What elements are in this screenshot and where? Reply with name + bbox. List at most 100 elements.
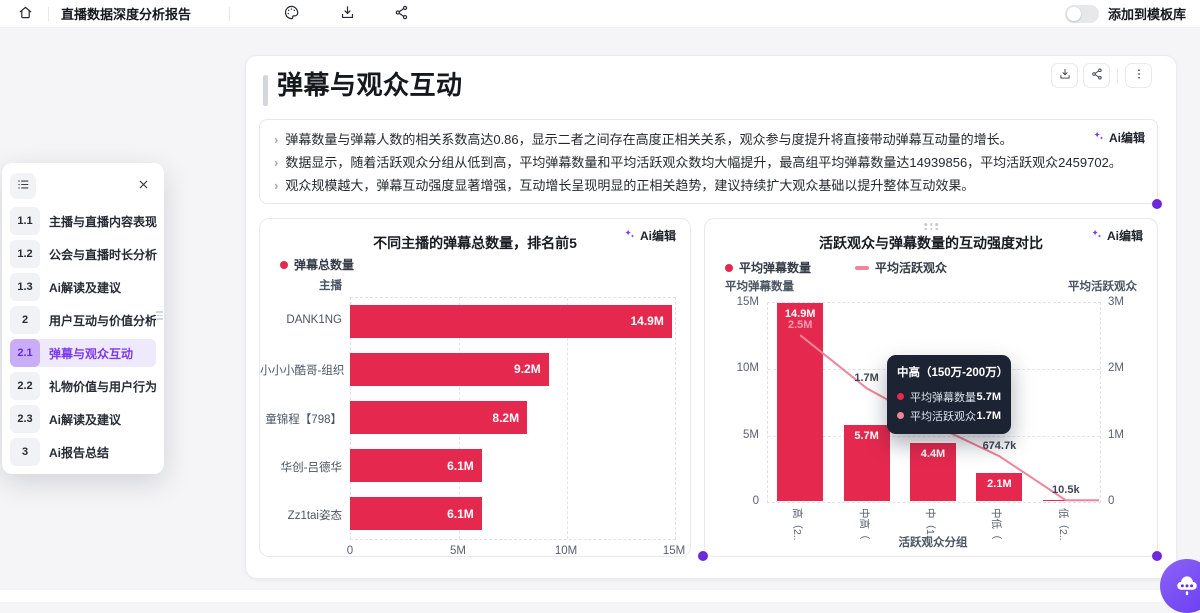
toggle-label: 添加到模板库	[1107, 7, 1186, 22]
close-icon	[137, 178, 150, 194]
topbar: 直播数据深度分析报告 添加到模板库	[0, 0, 1200, 28]
bar-value-label: 14.9M	[630, 314, 664, 329]
more-options-button[interactable]	[1125, 63, 1152, 88]
toc-item-2.3[interactable]: 2.3 Ai解读及建议	[10, 405, 156, 433]
tooltip-title: 中高（150万-200万）	[897, 367, 1009, 379]
summary-point-row: 观众规模越大，弹幕互动强度显著增强，互动增长呈现明显的正相关趋势，建议持续扩大观…	[274, 174, 1143, 197]
x-tick-label: 10M	[554, 545, 578, 557]
list-icon	[16, 177, 31, 195]
category-label: 童锦程【798】	[265, 413, 342, 426]
chart-card-interaction-intensity: Ai编辑 活跃观众与弹幕数量的互动强度对比 平均弹幕数量 平均活跃观众 平均弹幕…	[704, 218, 1158, 557]
bar-value-label: 14.9M	[784, 308, 816, 321]
download-icon	[339, 4, 356, 24]
card-download-button[interactable]	[1051, 63, 1078, 88]
selection-handle[interactable]	[1152, 199, 1162, 209]
line-point-label: 674.7k	[982, 440, 1017, 453]
toc-item-number: 1.3	[10, 273, 40, 301]
toc-item-2.2[interactable]: 2.2 礼物价值与用户行为	[10, 372, 157, 400]
chevron-icon	[274, 151, 278, 174]
bar[interactable]	[843, 425, 890, 501]
bar[interactable]	[976, 473, 1023, 501]
bar-value-label: 9.2M	[514, 362, 541, 377]
summary-point: 弹幕数量与弹幕人数的相关系数高达0.86，显示二者之间存在高度正相关关系，观众参…	[285, 132, 1013, 147]
selection-handle[interactable]	[698, 551, 708, 561]
bar-value-label: 8.2M	[492, 410, 520, 425]
x-category-label: 低（2...	[1056, 508, 1069, 540]
toc-close-button[interactable]	[134, 177, 152, 195]
tooltip-label: 平均弹幕数量	[910, 391, 976, 404]
legend-label: 平均活跃观众	[875, 261, 948, 275]
palette-icon	[283, 4, 300, 24]
ai-edit-label: Ai编辑	[1108, 131, 1145, 145]
toc-item-1.2[interactable]: 1.2 公会与直播时长分析	[10, 240, 157, 268]
bar[interactable]	[350, 497, 482, 531]
summary-point: 数据显示，随着活跃观众分组从低到高，平均弹幕数量和平均活跃观众数均大幅提升，最高…	[285, 155, 1122, 170]
bottom-bar	[0, 590, 1200, 602]
toc-items: 1.1 主播与直播内容表现 1.2 公会与直播时长分析 1.3 Ai解读及建议 2 用户互动与…	[10, 207, 158, 466]
bar[interactable]	[350, 352, 549, 386]
tooltip-value: 1.7M	[976, 409, 1001, 422]
toc-header	[10, 173, 156, 199]
ai-assistant-button[interactable]	[1160, 559, 1200, 613]
section-title: 弹幕与观众互动	[277, 70, 463, 100]
download-button[interactable]	[336, 3, 358, 25]
legend-label: 弹幕总数量	[294, 258, 355, 272]
bar[interactable]	[910, 442, 956, 501]
editor-canvas: 弹幕与观众互动 弹幕数量与弹幕人数的相关系数高达0.86，显示二者之间存在高度正…	[0, 28, 1200, 590]
x-tick-label: 5M	[450, 545, 466, 557]
report-card: 弹幕与观众互动 弹幕数量与弹幕人数的相关系数高达0.86，显示二者之间存在高度正…	[245, 55, 1177, 579]
legend-item[interactable]: 平均活跃观众	[855, 259, 947, 276]
toc-list-button[interactable]	[10, 173, 36, 199]
toc-item-label: Ai解读及建议	[49, 412, 122, 427]
bar-value-label: 4.4M	[920, 447, 946, 460]
right-y-tick-label: 3M	[1108, 296, 1124, 308]
chart-title: 活跃观众与弹幕数量的互动强度对比	[819, 235, 1043, 251]
share-button[interactable]	[390, 3, 412, 25]
sparkle-icon	[1089, 227, 1103, 244]
series-marker	[897, 412, 904, 419]
summary-point-row: 弹幕数量与弹幕人数的相关系数高达0.86，显示二者之间存在高度正相关关系，观众参…	[274, 128, 1143, 151]
ai-edit-button[interactable]: Ai编辑	[1089, 227, 1143, 244]
toc-item-2[interactable]: 2 用户互动与价值分析	[10, 306, 157, 334]
chart-tooltip: 中高（150万-200万） 平均弹幕数量 5.7M 平均活跃观众 1.7M	[887, 355, 1011, 434]
bar-value-label: 5.7M	[854, 430, 879, 443]
x-category-label: 高（2...	[791, 508, 804, 540]
line-point-label: 2.5M	[787, 319, 813, 332]
legend-item[interactable]: 平均弹幕数量	[725, 259, 811, 276]
toc-item-label: 主播与直播内容表现	[49, 214, 158, 229]
bar[interactable]	[350, 304, 672, 338]
right-y-tick-label: 1M	[1108, 428, 1124, 441]
share-icon	[1090, 67, 1104, 84]
drag-handle[interactable]	[924, 223, 938, 230]
tooltip-label: 平均活跃观众	[910, 410, 976, 423]
toc-item-number: 1.2	[10, 240, 40, 268]
home-button[interactable]	[14, 3, 36, 25]
toggle-knob	[1066, 6, 1081, 21]
legend-item[interactable]: 弹幕总数量	[280, 256, 354, 273]
line-series[interactable]	[767, 302, 1099, 502]
toc-drag-indicator[interactable]	[156, 311, 163, 320]
add-to-template-toggle[interactable]	[1064, 4, 1099, 23]
x-tick-label: 0	[346, 545, 354, 557]
toc-item-number: 2.2	[10, 372, 40, 400]
toc-item-1.3[interactable]: 1.3 Ai解读及建议	[10, 273, 156, 301]
toc-item-2.1[interactable]: 2.1 弹幕与观众互动	[10, 339, 156, 367]
bar-value-label: 6.1M	[447, 506, 474, 521]
legend-label: 平均弹幕数量	[739, 261, 812, 275]
bar[interactable]	[350, 449, 482, 483]
x-category-label: 中高（...	[857, 508, 870, 540]
ai-edit-label: Ai编辑	[1106, 229, 1143, 243]
gridline	[567, 298, 568, 539]
bar[interactable]	[350, 401, 528, 434]
toc-item-1.1[interactable]: 1.1 主播与直播内容表现	[10, 207, 158, 235]
ai-edit-button[interactable]: Ai编辑	[1091, 129, 1145, 146]
theme-palette-button[interactable]	[280, 3, 302, 25]
tooltip-value: 5.7M	[976, 390, 1001, 403]
toc-item-3[interactable]: 3 Ai报告总结	[10, 438, 156, 466]
card-share-button[interactable]	[1083, 63, 1110, 88]
ufo-robot-icon	[1172, 569, 1200, 604]
ai-edit-button[interactable]: Ai编辑	[622, 227, 676, 244]
home-icon	[17, 4, 34, 24]
selection-handle[interactable]	[1152, 551, 1162, 561]
